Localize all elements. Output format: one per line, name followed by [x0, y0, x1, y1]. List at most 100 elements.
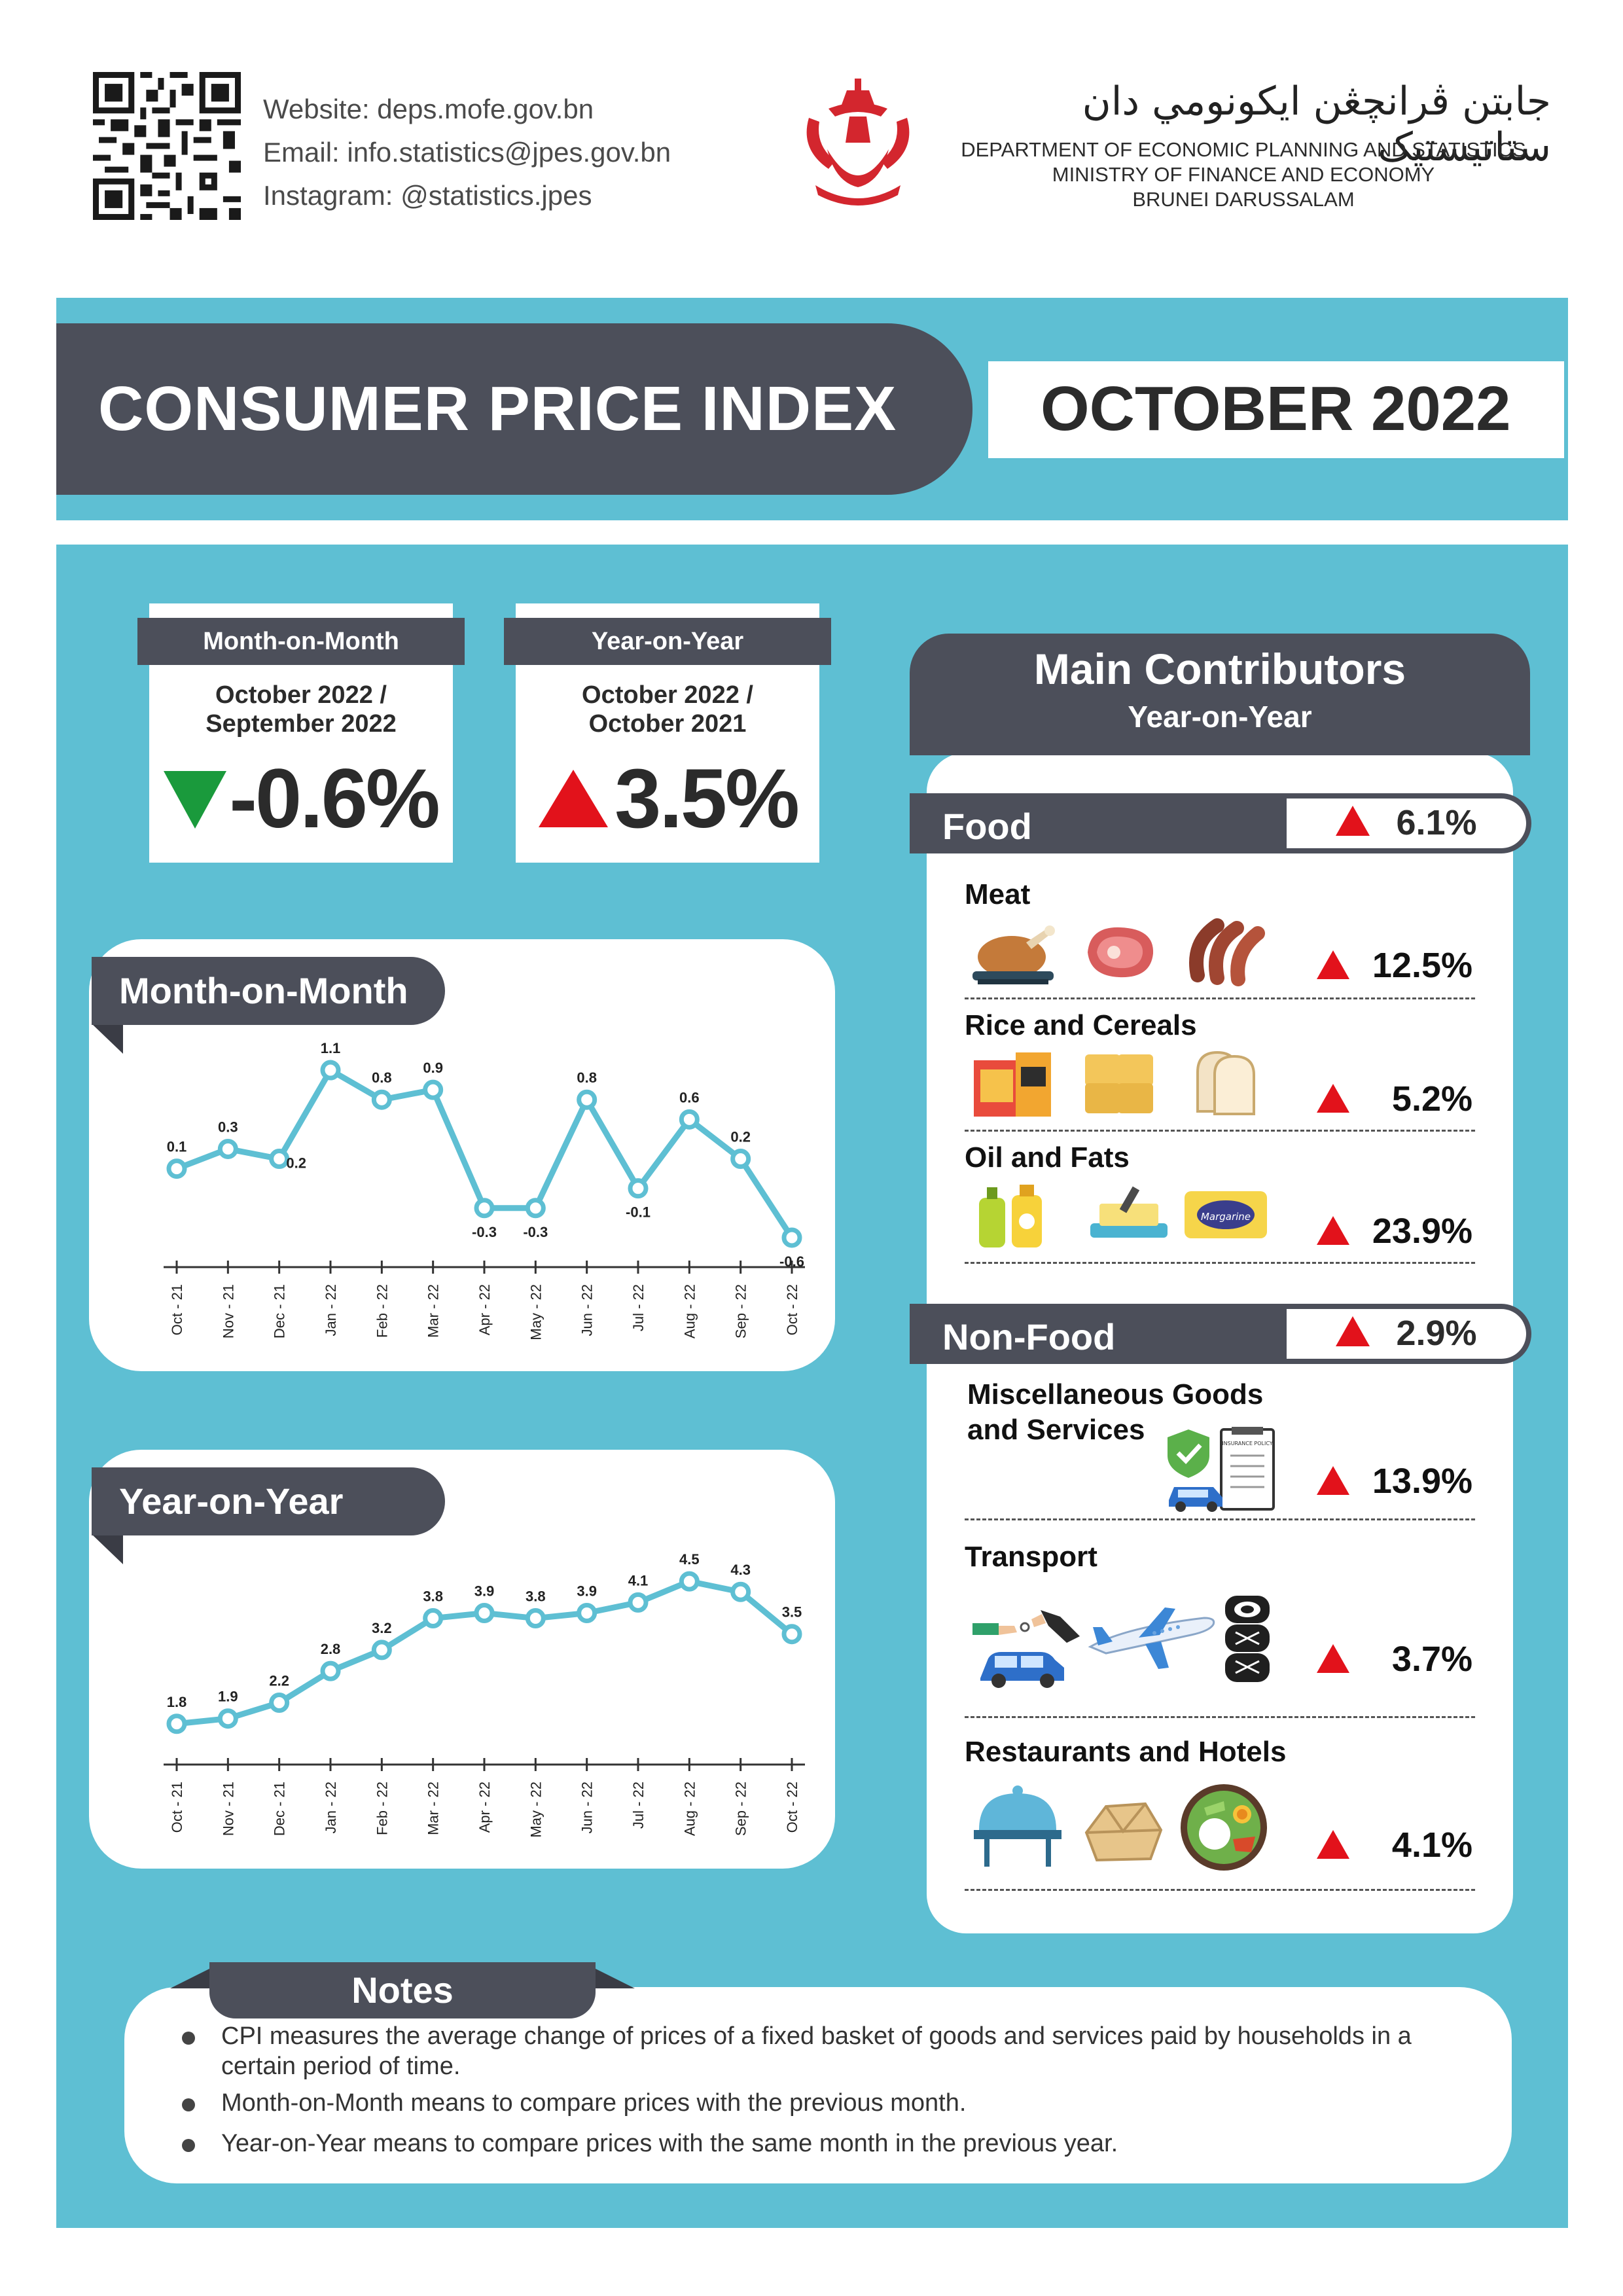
notes-card — [124, 1987, 1512, 2183]
mom-data-point — [525, 1198, 546, 1219]
yoy-x-tick-label: Jan - 22 — [323, 1782, 339, 1834]
yoy-data-label: 3.8 — [526, 1588, 546, 1605]
yoy-x-tick-label: Mar - 22 — [425, 1782, 442, 1835]
cooking-oil-icon — [979, 1185, 1042, 1247]
mom-data-point — [423, 1079, 444, 1100]
oil-fats-value: 23.9% — [1372, 1211, 1472, 1251]
meat-value: 12.5% — [1372, 946, 1472, 985]
mom-x-tick-label: Jul - 22 — [630, 1284, 647, 1331]
mom-x-tick-label: Jun - 22 — [579, 1284, 596, 1336]
divider — [965, 1716, 1475, 1718]
mom-data-label: 0.9 — [423, 1060, 443, 1076]
yoy-data-point — [679, 1571, 700, 1592]
divider — [965, 1889, 1475, 1891]
kpi-mom-period: October 2022 /September 2022 — [205, 681, 397, 738]
misc-goods-label: Miscellaneous Goods and Services — [967, 1378, 1264, 1446]
yoy-x-tick-label: Nov - 21 — [220, 1782, 236, 1836]
mom-x-tick-label: Oct - 22 — [784, 1284, 800, 1335]
mom-data-point — [679, 1109, 700, 1130]
yoy-x-tick-label: Jul - 22 — [630, 1782, 647, 1829]
yoy-data-label: 3.9 — [577, 1583, 597, 1599]
mom-data-label: 1.1 — [321, 1040, 341, 1056]
mom-data-label: -0.1 — [626, 1204, 651, 1221]
yoy-x-tick-label: Aug - 22 — [681, 1782, 698, 1836]
mom-x-tick-label: May - 22 — [527, 1284, 544, 1340]
roast-chicken-icon — [972, 925, 1055, 984]
rice-cereals-value: 5.2% — [1391, 1079, 1472, 1119]
mom-data-point — [474, 1198, 495, 1219]
website-link[interactable]: Website: deps.mofe.gov.bn — [263, 94, 594, 124]
up-triangle-icon — [1317, 1216, 1349, 1245]
mom-data-label: 0.1 — [167, 1139, 187, 1155]
yoy-x-tick-label: Oct - 22 — [784, 1782, 800, 1833]
mom-data-label: -0.3 — [472, 1224, 497, 1240]
brunei-crest-icon — [806, 79, 910, 206]
email-link[interactable]: Email: info.statistics@jpes.gov.bn — [263, 137, 671, 168]
bullet-icon — [182, 2139, 195, 2152]
mom-data-label: 0.6 — [679, 1089, 700, 1105]
yoy-data-point — [423, 1608, 444, 1629]
yoy-data-point — [166, 1713, 187, 1734]
yoy-x-tick-label: Feb - 22 — [374, 1782, 390, 1835]
qr-code — [93, 72, 241, 220]
yoy-x-tick-label: Jun - 22 — [579, 1782, 596, 1834]
mom-data-label: -0.6 — [779, 1253, 804, 1270]
kpi-yoy-heading: Year-on-Year — [504, 618, 831, 665]
car-rental-icon — [972, 1610, 1080, 1688]
bread-icon — [1196, 1050, 1255, 1115]
instagram-link[interactable]: Instagram: @statistics.jpes — [263, 180, 592, 211]
up-triangle-icon — [1317, 1084, 1349, 1113]
margarine-icon: Margarine — [1185, 1191, 1267, 1238]
misc-goods-value: 13.9% — [1372, 1462, 1472, 1501]
yoy-data-label: 4.1 — [628, 1572, 649, 1588]
title-period-box — [988, 361, 1564, 458]
yoy-data-point — [320, 1660, 341, 1681]
food-label: Food — [942, 806, 1032, 847]
divider — [965, 1130, 1475, 1132]
yoy-data-label: 4.5 — [679, 1551, 700, 1568]
contact-info: Website: deps.mofe.gov.bn Email: info.st… — [263, 88, 671, 217]
mom-data-point — [730, 1149, 751, 1170]
rice-cereals-label: Rice and Cereals — [965, 1009, 1197, 1041]
yoy-series-line — [176, 1578, 794, 1727]
yoy-data-point — [781, 1624, 802, 1645]
title-period: OCTOBER 2022 — [1041, 374, 1511, 444]
yoy-data-point — [371, 1640, 392, 1660]
mom-x-tick-label: Sep - 22 — [733, 1284, 749, 1338]
up-triangle-icon — [1317, 1466, 1349, 1495]
up-triangle-icon — [539, 770, 609, 827]
kpi-mom-heading: Month-on-Month — [137, 618, 465, 665]
kpi-yoy-value: 3.5% — [516, 751, 819, 847]
department-jawi-name: جابتن ڤرانچڠن ايكونومي دان ستاتيستيک — [1082, 79, 1551, 170]
divider — [965, 1262, 1475, 1264]
yoy-data-label: 3.9 — [474, 1583, 495, 1599]
mom-x-tick-label: Mar - 22 — [425, 1284, 442, 1338]
yoy-data-point — [269, 1693, 290, 1713]
notes-title: Notes — [209, 1962, 596, 2018]
yoy-x-tick-label: Apr - 22 — [476, 1782, 493, 1833]
nonfood-value: 2.9% — [1396, 1314, 1477, 1353]
note-item: CPI measures the average change of price… — [221, 2022, 1412, 2080]
mom-data-point — [269, 1149, 290, 1170]
tires-icon — [1225, 1596, 1270, 1682]
page-title: CONSUMER PRICE INDEX — [98, 374, 897, 444]
mom-data-point — [166, 1158, 187, 1179]
food-cloche-icon — [974, 1785, 1061, 1867]
mom-data-point — [781, 1227, 802, 1248]
yoy-data-label: 3.5 — [782, 1604, 802, 1621]
yoy-x-tick-label: Dec - 21 — [272, 1782, 288, 1836]
food-category-bar: Food 6.1% — [910, 793, 1531, 853]
yoy-data-point — [628, 1592, 649, 1613]
kpi-mom-value: -0.6% — [149, 751, 453, 847]
mom-data-point — [628, 1178, 649, 1199]
yoy-x-tick-label: Oct - 21 — [169, 1782, 185, 1833]
butter-icon — [1090, 1186, 1168, 1238]
airplane-icon — [1088, 1607, 1215, 1669]
mom-data-label: 0.3 — [218, 1119, 238, 1135]
bullet-icon — [182, 2098, 195, 2111]
mom-data-label: 0.8 — [372, 1069, 392, 1086]
crackers-icon — [1085, 1054, 1153, 1113]
yoy-data-label: 2.2 — [269, 1673, 289, 1689]
bullet-icon — [182, 2032, 195, 2045]
up-triangle-icon — [1317, 1644, 1349, 1673]
